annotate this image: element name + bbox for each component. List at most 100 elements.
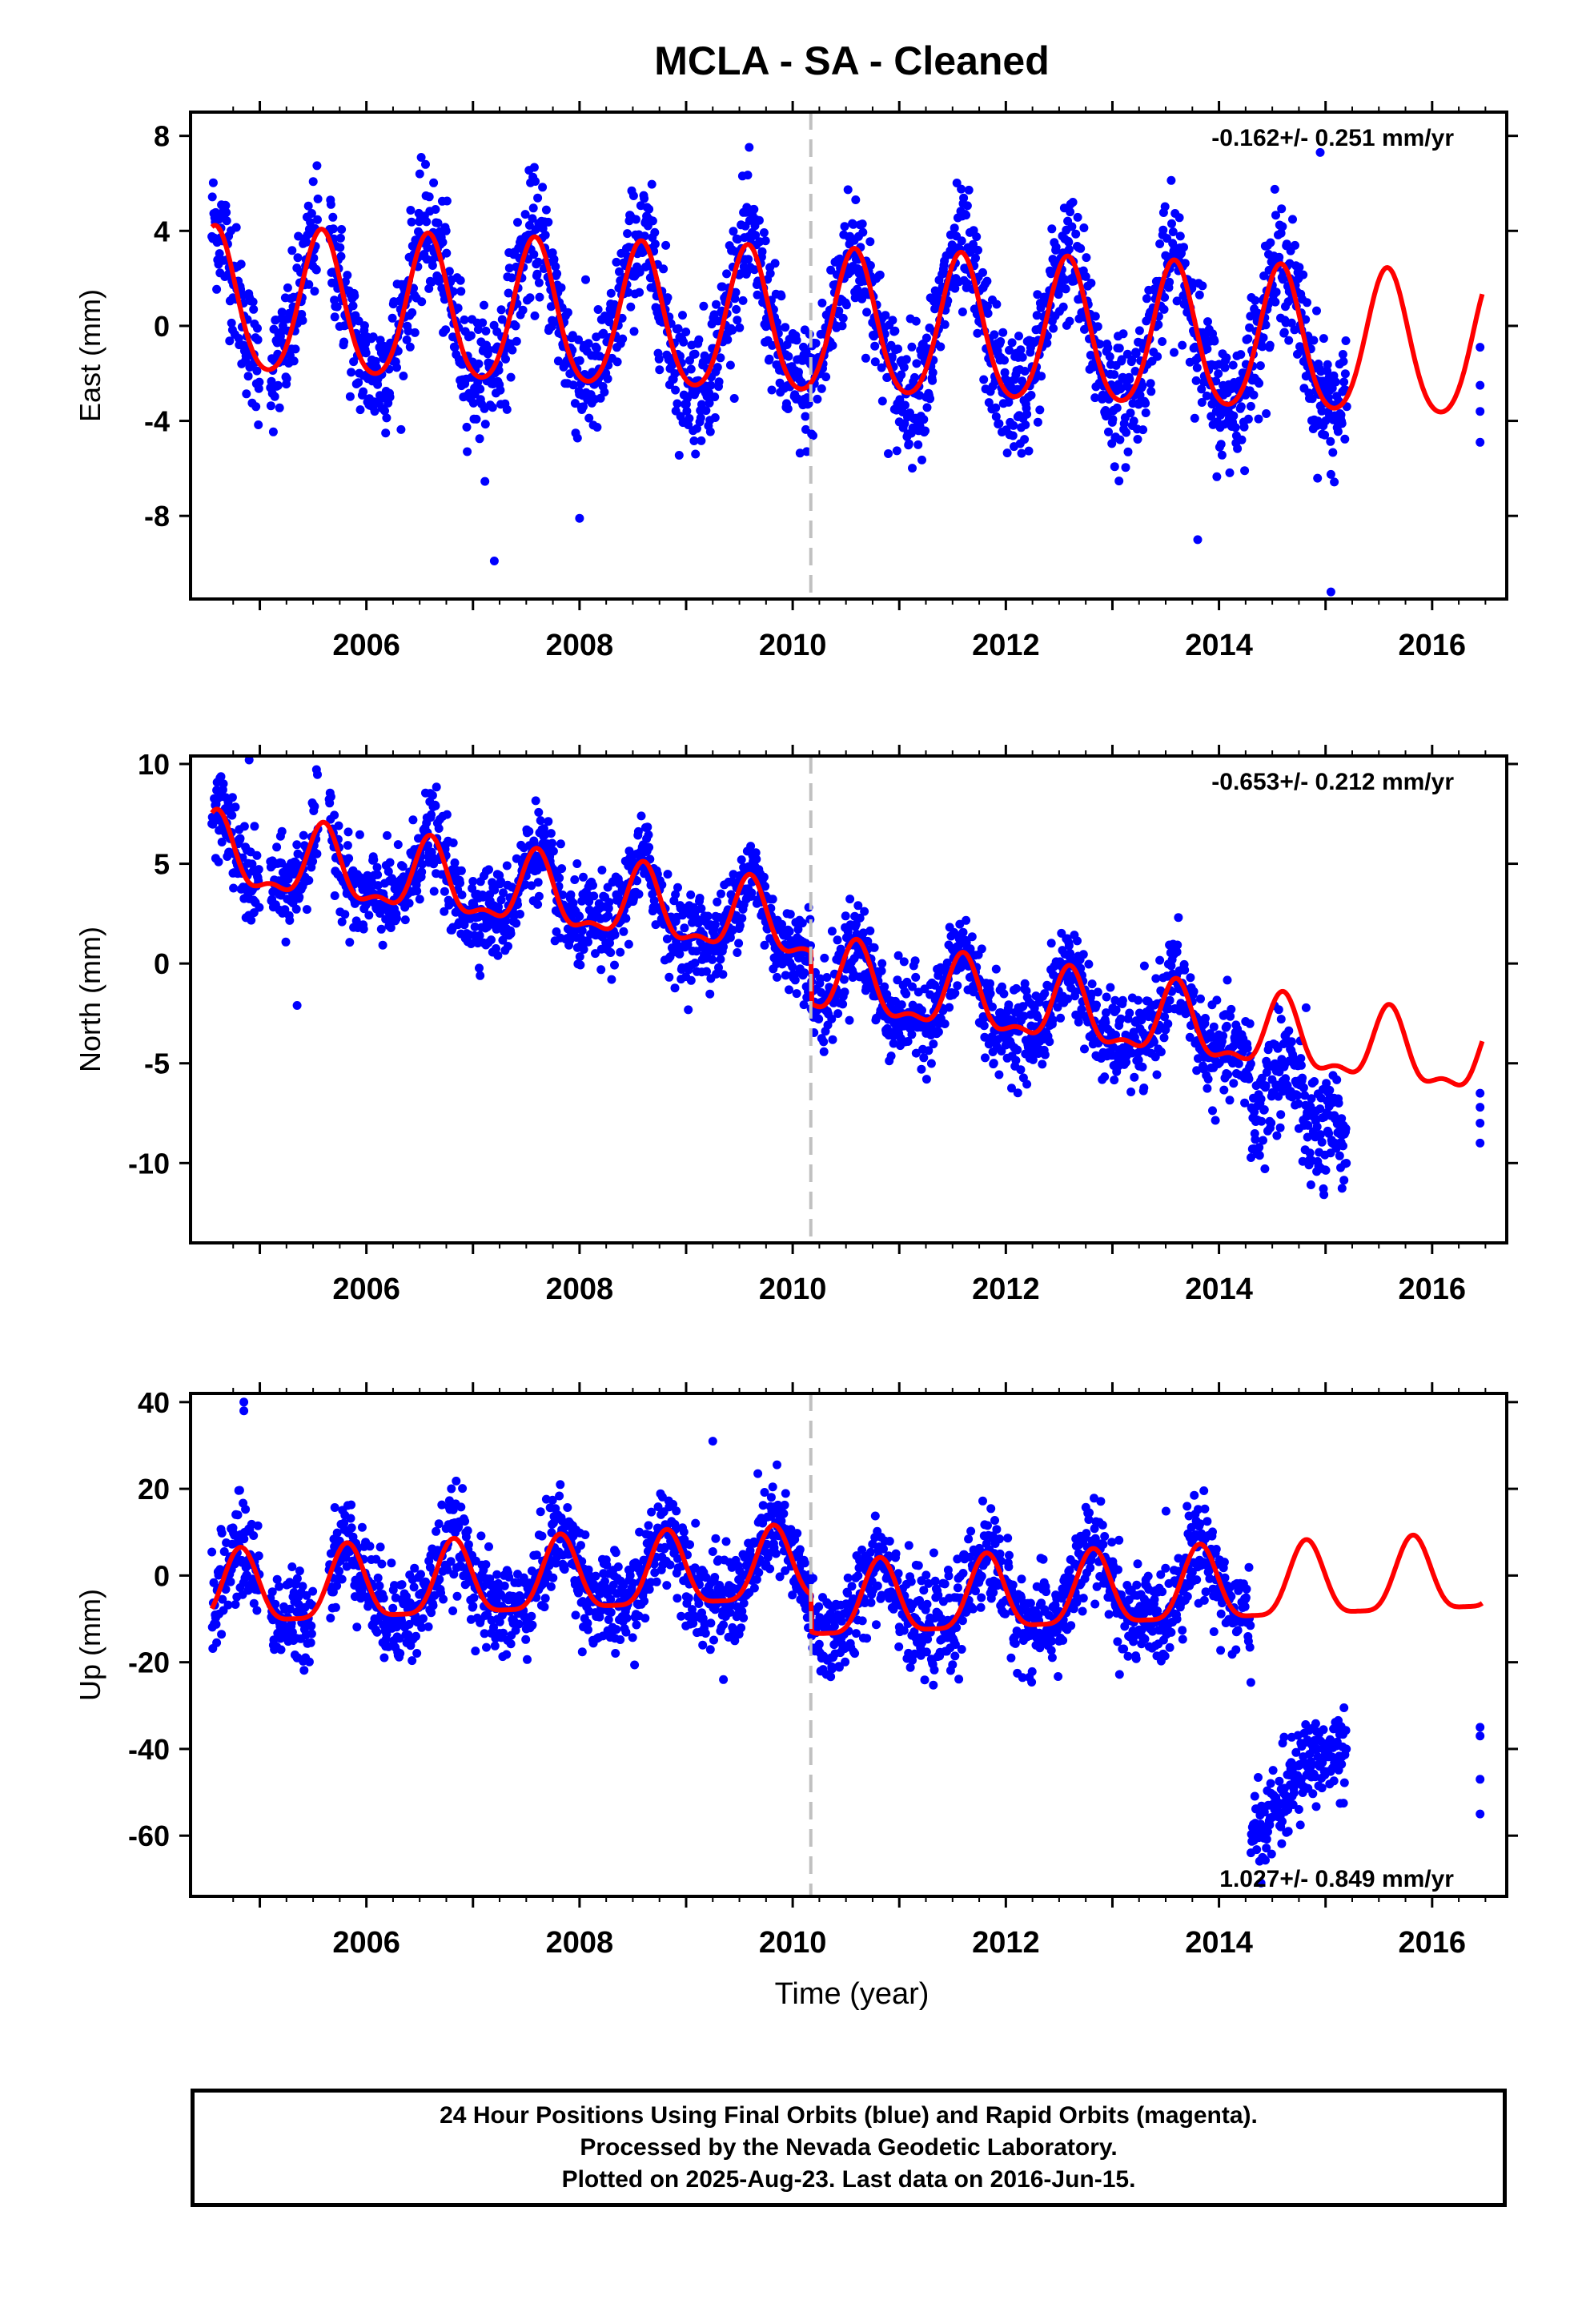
data-point xyxy=(705,427,715,436)
data-point xyxy=(1022,409,1032,419)
data-point xyxy=(840,987,849,997)
data-point xyxy=(865,237,875,247)
data-point xyxy=(380,406,389,416)
data-point xyxy=(761,322,771,332)
data-point xyxy=(1178,340,1187,350)
data-point xyxy=(1342,1159,1351,1168)
x-tick-label: 2010 xyxy=(759,629,827,662)
data-point xyxy=(1251,296,1260,305)
data-point xyxy=(942,958,952,967)
data-point xyxy=(1212,995,1222,1005)
data-point xyxy=(673,324,683,333)
data-point xyxy=(855,913,865,923)
data-point xyxy=(996,337,1006,346)
data-point xyxy=(816,974,825,983)
data-point xyxy=(723,335,733,344)
data-point xyxy=(544,817,553,826)
data-point xyxy=(1020,435,1030,444)
data-point xyxy=(225,336,235,346)
data-point xyxy=(1323,360,1332,369)
data-point xyxy=(1086,279,1096,287)
data-point xyxy=(841,300,851,310)
data-point xyxy=(1243,414,1253,424)
data-point xyxy=(624,939,633,949)
data-point xyxy=(364,911,374,920)
data-point xyxy=(462,422,472,432)
data-point xyxy=(907,342,917,352)
data-point xyxy=(528,214,537,223)
x-tick-label: 2012 xyxy=(972,629,1040,662)
data-point xyxy=(1255,379,1264,388)
data-point xyxy=(252,366,262,376)
data-point xyxy=(506,372,516,382)
data-point xyxy=(427,277,436,287)
data-point xyxy=(781,323,790,332)
data-point xyxy=(1172,296,1182,306)
data-point xyxy=(853,284,862,294)
data-point xyxy=(913,440,923,449)
data-point xyxy=(480,300,488,310)
data-point xyxy=(575,952,584,962)
data-point xyxy=(893,951,903,960)
data-point xyxy=(1118,995,1127,1005)
data-point xyxy=(788,962,797,971)
data-point xyxy=(242,389,251,399)
data-point xyxy=(1172,947,1182,957)
data-point xyxy=(1223,975,1232,985)
data-point xyxy=(385,392,395,402)
data-point xyxy=(877,363,886,372)
data-point xyxy=(1081,271,1090,281)
data-point xyxy=(665,972,674,982)
data-point xyxy=(761,236,770,246)
data-point xyxy=(1246,1059,1255,1068)
data-point xyxy=(1053,1003,1062,1012)
data-point xyxy=(827,1014,837,1023)
data-point xyxy=(277,826,287,836)
data-point xyxy=(504,942,512,951)
data-point xyxy=(496,895,506,905)
data-point xyxy=(1236,350,1246,360)
data-point xyxy=(1193,535,1203,545)
data-point xyxy=(219,1547,229,1556)
data-point xyxy=(863,936,873,946)
data-point xyxy=(1017,448,1026,458)
data-point xyxy=(1154,320,1163,329)
data-point xyxy=(821,372,831,382)
data-point xyxy=(650,227,660,237)
data-points xyxy=(207,143,1485,597)
data-point xyxy=(638,247,648,257)
data-point xyxy=(817,298,827,308)
data-point xyxy=(917,1006,926,1015)
data-point xyxy=(731,287,741,297)
data-point xyxy=(971,253,980,263)
data-point xyxy=(207,192,217,202)
data-point xyxy=(813,394,822,404)
data-point xyxy=(518,305,528,315)
data-point xyxy=(236,259,246,269)
data-point xyxy=(311,265,321,275)
data-point xyxy=(1208,1106,1217,1116)
data-point xyxy=(604,898,614,907)
data-point xyxy=(1209,1022,1219,1031)
data-point xyxy=(950,223,959,233)
data-point xyxy=(1279,328,1289,337)
data-point xyxy=(991,403,1001,412)
data-point xyxy=(1185,1032,1195,1042)
data-point xyxy=(1064,941,1074,951)
data-point xyxy=(1298,1073,1307,1083)
data-point xyxy=(255,377,264,387)
data-point xyxy=(908,982,917,991)
data-point xyxy=(549,255,559,264)
data-point xyxy=(428,790,437,800)
data-point xyxy=(348,301,358,311)
data-point xyxy=(992,300,1002,309)
data-point xyxy=(1021,420,1030,429)
data-point xyxy=(251,402,261,412)
data-point xyxy=(746,842,756,851)
data-point xyxy=(640,231,649,241)
data-point xyxy=(431,801,440,810)
data-point xyxy=(659,264,669,274)
data-point xyxy=(957,236,966,246)
data-point xyxy=(940,1019,950,1028)
data-point xyxy=(1319,334,1328,344)
